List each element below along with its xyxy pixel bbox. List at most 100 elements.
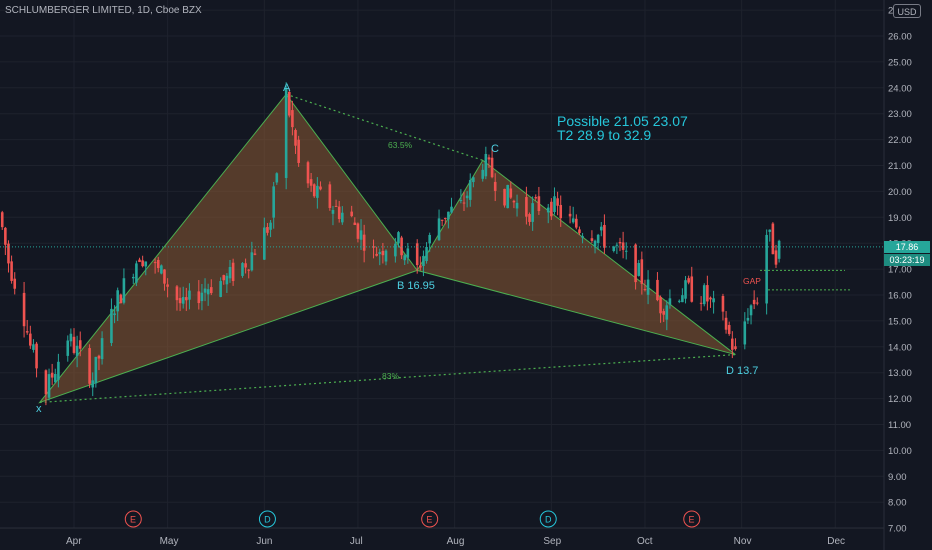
candle-body bbox=[362, 234, 366, 251]
gap-label: GAP bbox=[743, 276, 761, 286]
candle-body bbox=[481, 169, 485, 179]
earnings-marker[interactable] bbox=[124, 510, 142, 528]
time-tick: Jul bbox=[350, 536, 363, 547]
candle-body bbox=[394, 243, 397, 257]
candle-body bbox=[637, 263, 641, 276]
candle-body bbox=[459, 199, 463, 201]
time-axis[interactable]: Apr May Jun Jul Aug Sep Oct Nov Dec bbox=[66, 536, 845, 547]
candle-body bbox=[78, 340, 82, 349]
candle-body bbox=[372, 246, 375, 248]
price-tick: 23.00 bbox=[888, 109, 912, 120]
price-tick: 25.00 bbox=[888, 57, 912, 68]
candle-body bbox=[777, 240, 781, 259]
candle-body bbox=[646, 279, 650, 295]
candle-body bbox=[515, 202, 519, 209]
candle-body bbox=[525, 197, 528, 217]
candle-body bbox=[556, 198, 559, 206]
candle-body bbox=[590, 238, 594, 241]
candle-body bbox=[135, 263, 138, 283]
event-label: D bbox=[545, 515, 552, 525]
candle-body bbox=[531, 203, 534, 222]
time-tick: Jun bbox=[256, 536, 272, 547]
candle-body bbox=[7, 243, 10, 264]
candle-body bbox=[468, 180, 472, 200]
candle-body bbox=[731, 338, 734, 350]
candle-body bbox=[166, 284, 169, 287]
candle-body bbox=[66, 340, 70, 356]
price-tick: 19.00 bbox=[888, 213, 912, 224]
time-tick: Sep bbox=[543, 536, 561, 547]
candle-body bbox=[419, 265, 422, 268]
candle-body bbox=[415, 243, 419, 266]
price-tick: 9.00 bbox=[888, 472, 907, 483]
ratio-ac-label: 63.5% bbox=[388, 140, 413, 150]
candle-body bbox=[206, 289, 210, 295]
candle-body bbox=[122, 278, 126, 303]
event-label: E bbox=[688, 515, 694, 525]
last-price-badge: 17.86 bbox=[884, 241, 930, 253]
candle-body bbox=[263, 227, 266, 260]
candle-body bbox=[699, 302, 703, 304]
event-label: E bbox=[426, 515, 432, 525]
candle-body bbox=[559, 204, 563, 219]
candle-body bbox=[755, 302, 759, 304]
time-tick: Aug bbox=[447, 536, 465, 547]
candle-body bbox=[643, 289, 647, 291]
price-tick: 16.00 bbox=[888, 291, 912, 302]
price-axis[interactable]: 7.00 8.00 9.00 10.00 11.00 12.00 13.00 14.00 15.… bbox=[888, 6, 912, 535]
candle-body bbox=[353, 222, 357, 225]
candle-body bbox=[668, 298, 672, 305]
bcd-triangle[interactable] bbox=[416, 159, 736, 356]
harmonic-pattern[interactable] bbox=[38, 93, 736, 404]
currency-badge[interactable]: USD bbox=[893, 4, 921, 18]
candle-body bbox=[32, 344, 35, 350]
candle-body bbox=[309, 179, 313, 186]
candle-body bbox=[690, 276, 694, 302]
candle-body bbox=[624, 250, 628, 252]
candle-body bbox=[734, 346, 737, 350]
dividend-marker[interactable] bbox=[539, 510, 557, 528]
candle-body bbox=[397, 232, 400, 244]
price-tick: 12.00 bbox=[888, 394, 912, 405]
candle-body bbox=[312, 184, 316, 197]
point-x-label: x bbox=[36, 403, 42, 415]
candle-body bbox=[35, 343, 38, 369]
event-label: D bbox=[264, 515, 271, 525]
candle-body bbox=[618, 242, 622, 244]
candle-body bbox=[493, 181, 497, 191]
candle-body bbox=[765, 234, 768, 304]
candle-body bbox=[447, 211, 450, 220]
candle-body bbox=[721, 295, 725, 312]
candle-body bbox=[131, 276, 135, 279]
candle-body bbox=[250, 252, 254, 271]
candle-body bbox=[203, 288, 207, 293]
candle-body bbox=[512, 200, 516, 203]
earnings-marker[interactable] bbox=[683, 510, 701, 528]
earnings-marker[interactable] bbox=[421, 510, 439, 528]
candle-body bbox=[684, 280, 687, 299]
price-tick: 11.00 bbox=[888, 420, 911, 431]
price-tick: 26.00 bbox=[888, 32, 912, 43]
price-tick: 13.00 bbox=[888, 368, 912, 379]
candle-body bbox=[69, 333, 73, 342]
price-tick: 17.00 bbox=[888, 265, 912, 276]
candle-body bbox=[472, 177, 475, 183]
candle-body bbox=[665, 305, 669, 320]
candle-body bbox=[200, 292, 204, 302]
xab-triangle[interactable] bbox=[38, 93, 419, 404]
level-lines bbox=[0, 246, 884, 291]
candle-body bbox=[702, 285, 706, 305]
candle-body bbox=[400, 237, 403, 256]
candle-body bbox=[662, 311, 665, 315]
candle-body bbox=[443, 217, 447, 219]
candle-body bbox=[13, 278, 17, 289]
candle-body bbox=[724, 317, 728, 330]
candle-body bbox=[596, 234, 600, 243]
dividend-marker[interactable] bbox=[258, 510, 276, 528]
point-b-label: B 16.95 bbox=[397, 280, 435, 292]
candle-body bbox=[144, 261, 148, 267]
candle-body bbox=[138, 259, 141, 263]
candle-body bbox=[621, 242, 625, 250]
